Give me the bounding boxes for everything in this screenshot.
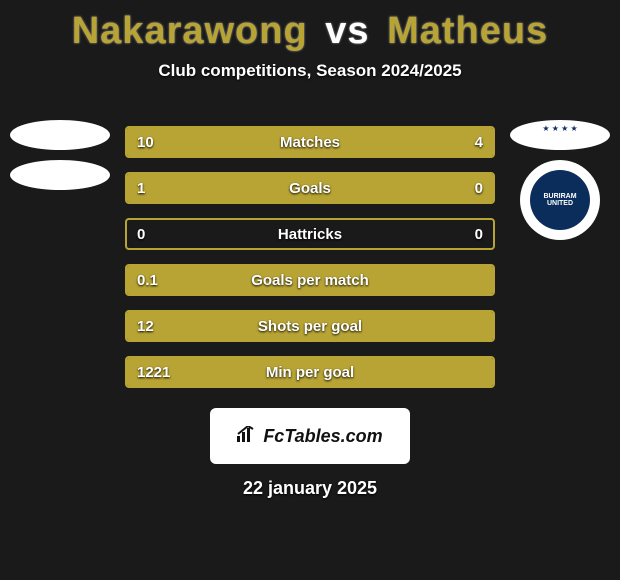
chart-icon <box>237 426 257 447</box>
avatar-left-group <box>10 120 110 190</box>
stat-label: Shots per goal <box>127 318 493 335</box>
player1-name: Nakarawong <box>72 10 308 52</box>
stat-row: 10Matches4 <box>125 126 495 158</box>
stat-row: 12Shots per goal <box>125 310 495 342</box>
fctables-logo: FcTables.com <box>210 408 410 464</box>
club2-stars: ★ ★ ★ ★ <box>542 124 577 133</box>
avatar-right-group: ★ ★ ★ ★ BURIRAM UNITED <box>510 120 610 240</box>
stat-row: 0.1Goals per match <box>125 264 495 296</box>
player2-oval-icon <box>510 120 610 150</box>
stat-value-right: 0 <box>475 226 483 243</box>
stat-row: 1Goals0 <box>125 172 495 204</box>
player2-name: Matheus <box>387 10 548 52</box>
club2-badge-icon: ★ ★ ★ ★ BURIRAM UNITED <box>520 160 600 240</box>
vs-text: vs <box>325 10 369 52</box>
stat-value-right: 4 <box>475 134 483 151</box>
club1-oval-icon <box>10 160 110 190</box>
stat-label: Matches <box>127 134 493 151</box>
stat-row: 1221Min per goal <box>125 356 495 388</box>
page-title: Nakarawong vs Matheus <box>0 10 620 53</box>
player1-oval-icon <box>10 120 110 150</box>
stat-label: Goals <box>127 180 493 197</box>
stat-label: Min per goal <box>127 364 493 381</box>
stat-row: 0Hattricks0 <box>125 218 495 250</box>
stats-list: 10Matches41Goals00Hattricks00.1Goals per… <box>125 126 495 388</box>
date-text: 22 january 2025 <box>0 478 620 499</box>
stat-value-right: 0 <box>475 180 483 197</box>
main-panel: Nakarawong vs Matheus Club competitions,… <box>0 0 620 499</box>
stat-label: Goals per match <box>127 272 493 289</box>
club2-name: BURIRAM UNITED <box>530 170 590 230</box>
logo-text: FcTables.com <box>263 426 382 447</box>
stat-label: Hattricks <box>127 226 493 243</box>
subtitle: Club competitions, Season 2024/2025 <box>0 61 620 81</box>
